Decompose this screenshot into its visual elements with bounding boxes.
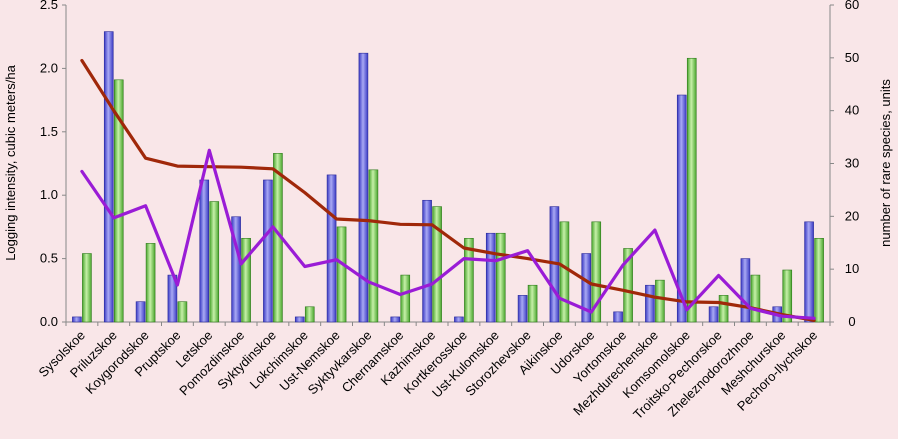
bar-series1-13 — [485, 232, 496, 323]
bar-series1-5 — [231, 216, 241, 323]
bar-series2-0 — [82, 253, 92, 323]
bar-series2-10 — [400, 274, 411, 323]
bar-series2-20 — [718, 295, 729, 323]
bar-series2-4 — [209, 201, 220, 323]
bar-series2-9 — [368, 169, 379, 323]
y2-tick-label: 20 — [845, 208, 859, 223]
bar-series2-22 — [782, 269, 793, 323]
y2-tick-label: 0 — [848, 314, 855, 329]
bar-series1-12 — [454, 316, 464, 323]
y2-tick-label: 10 — [845, 261, 859, 276]
bar-series1-21 — [740, 258, 751, 323]
bar-series1-16 — [581, 253, 592, 323]
bar-series2-13 — [495, 232, 506, 323]
bar-series2-2 — [145, 243, 156, 323]
bars — [72, 31, 824, 323]
bar-series2-1 — [113, 79, 124, 323]
bar-series1-18 — [645, 284, 655, 323]
y-tick-label: 2.0 — [40, 60, 58, 75]
bar-series1-8 — [326, 174, 337, 323]
bar-series1-1 — [103, 31, 114, 323]
bar-series1-19 — [676, 94, 687, 323]
bar-series1-11 — [422, 199, 432, 323]
bar-series1-0 — [72, 316, 82, 323]
bar-series2-8 — [336, 226, 347, 323]
bar-series2-18 — [655, 279, 665, 323]
bar-series1-2 — [135, 301, 146, 323]
bar-series2-7 — [304, 306, 315, 323]
y2-tick-label: 40 — [845, 103, 859, 118]
lines — [80, 58, 816, 322]
y-tick-label: 0.5 — [40, 251, 58, 266]
bar-series2-14 — [527, 284, 538, 323]
line-series1 — [80, 58, 816, 322]
bar-series1-10 — [390, 316, 401, 323]
bar-series1-20 — [708, 306, 719, 323]
y-tick-label: 1.0 — [40, 187, 58, 202]
axes: 0.0 0.5 1.0 1.5 2.0 2.5 0 10 20 30 40 50 60 — [40, 0, 859, 329]
bar-series2-19 — [686, 57, 697, 323]
bar-series1-6 — [263, 179, 273, 323]
bar-series2-23 — [814, 238, 824, 323]
bar-series2-17 — [623, 248, 633, 323]
bar-series1-9 — [358, 52, 369, 323]
bar-series2-5 — [241, 238, 251, 323]
bar-series2-16 — [591, 221, 602, 323]
bar-series2-15 — [559, 221, 570, 323]
y2-axis-title: number of rare species, units — [878, 79, 893, 247]
y2-tick-label: 30 — [845, 156, 859, 171]
bar-series2-12 — [464, 238, 474, 323]
bar-series1-17 — [613, 311, 623, 323]
y2-tick-label: 50 — [845, 50, 859, 65]
bar-series2-3 — [177, 301, 188, 323]
labels: SysolskoePriluzskoeKoygorodskoePruptskoe… — [36, 328, 821, 423]
y-axis-title: Logging intensity, cubic meters/ha — [3, 64, 18, 260]
bar-series1-7 — [294, 316, 305, 323]
bar-series1-4 — [199, 179, 210, 323]
line-series2 — [80, 148, 816, 320]
y-tick-label: 2.5 — [40, 0, 58, 12]
y-tick-label: 0.0 — [40, 314, 58, 329]
bar-series1-23 — [804, 221, 814, 323]
y2-tick-label: 60 — [845, 0, 859, 12]
bar-series2-21 — [750, 274, 761, 323]
bar-series2-11 — [432, 206, 442, 323]
y-tick-label: 1.5 — [40, 124, 58, 139]
bar-series1-14 — [517, 295, 528, 323]
